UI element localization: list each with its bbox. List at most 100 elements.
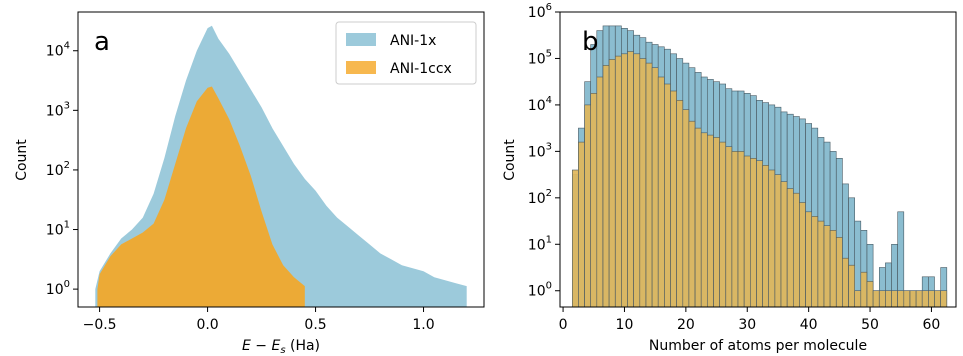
x-tick-label: 60	[923, 317, 941, 333]
histogram-bar-ani-1ccx	[713, 137, 720, 308]
panel-b-bars-layer	[571, 25, 948, 308]
x-tick-label: 1.0	[412, 317, 434, 333]
panel-a-x-axis-label-sub: s	[280, 345, 285, 356]
x-tick-label: 0.5	[304, 317, 326, 333]
histogram-bar-ani-1ccx	[829, 230, 837, 308]
panel-a-energy-histogram: −0.5 0.0 0.5 1.0 100 101 102 103 104 a Count E …	[14, 11, 485, 356]
histogram-bar-ani-1ccx	[670, 90, 677, 308]
panel-b-x-axis-label: Number of atoms per molecule	[649, 338, 867, 354]
panel-a-legend: ANI-1x ANI-1ccx	[335, 21, 477, 85]
histogram-bar-ani-1ccx	[805, 211, 812, 308]
x-tick-label: 10	[616, 317, 634, 333]
histogram-bar-ani-1ccx	[848, 264, 855, 308]
y-tick-label: 100	[46, 279, 70, 298]
panel-b-y-axis-label: Count	[502, 139, 518, 181]
y-tick-label: 101	[46, 220, 70, 239]
panel-a-frame	[77, 11, 485, 308]
histogram-bar-ani-1ccx	[762, 165, 769, 308]
histogram-bar-ani-1ccx	[731, 151, 739, 308]
y-tick-label: 106	[528, 2, 552, 21]
panel-b-frame	[559, 11, 957, 308]
histogram-bar-ani-1ccx	[578, 141, 585, 308]
histogram-bar-ani-1ccx	[694, 127, 702, 308]
histogram-bar-ani-1ccx	[786, 188, 794, 308]
histogram-bar-ani-1ccx	[854, 290, 862, 308]
panel-a-y-ticks: 100 101 102 103 104	[46, 41, 78, 298]
histogram-bar-ani-1ccx	[725, 146, 733, 308]
histogram-bar-ani-1ccx	[835, 237, 843, 308]
y-tick-label: 103	[46, 100, 70, 119]
histogram-bar-ani-1ccx	[737, 151, 745, 308]
histogram-bar-ani-1ccx	[940, 290, 948, 308]
panel-a-y-axis-label: Count	[14, 139, 30, 181]
x-tick-label: −0.5	[83, 317, 117, 333]
histogram-bar-ani-1ccx	[676, 100, 684, 308]
panel-a-series-layer	[95, 25, 467, 307]
y-tick-label: 102	[46, 160, 70, 179]
histogram-bar-ani-1ccx	[584, 104, 591, 308]
panel-a-x-ticks: −0.5 0.0 0.5 1.0	[83, 307, 435, 333]
histogram-bar-ani-1ccx	[878, 290, 886, 308]
panel-a-x-axis-label-main: E − E	[242, 338, 280, 354]
x-tick-label: 30	[738, 317, 756, 333]
histogram-bar-ani-1ccx	[596, 76, 604, 308]
y-tick-label: 101	[528, 234, 552, 253]
panel-a-x-axis-label: E − Es (Ha)	[242, 338, 320, 356]
histogram-bar-ani-1ccx	[743, 155, 751, 308]
legend-label-ani-1ccx: ANI-1ccx	[390, 61, 452, 77]
histogram-bar-ani-1ccx	[621, 53, 628, 308]
legend-swatch-ani-1x	[346, 33, 376, 46]
legend-label-ani-1x: ANI-1x	[390, 33, 436, 49]
histogram-bar-ani-1ccx	[885, 290, 892, 308]
x-tick-label: 0	[559, 317, 568, 333]
histogram-bar-ani-1ccx	[664, 83, 671, 308]
histogram-bar-ani-1ccx	[682, 109, 690, 308]
histogram-bar-ani-1ccx	[891, 290, 898, 308]
panel-b-x-ticks: 0 10 20 30 40 50 60	[559, 307, 941, 333]
histogram-bar-ani-1ccx	[866, 281, 874, 308]
panel-a-letter: a	[94, 27, 110, 57]
histogram-bar-ani-1ccx	[780, 181, 788, 308]
histogram-bar-ani-1ccx	[590, 93, 598, 308]
y-tick-label: 100	[528, 281, 552, 300]
histogram-bar-ani-1ccx	[627, 51, 634, 308]
histogram-bar-ani-1ccx	[774, 174, 782, 308]
histogram-bar-ani-1ccx	[688, 120, 696, 308]
histogram-bar-ani-1ccx	[651, 67, 659, 308]
x-tick-label: 0.0	[196, 317, 218, 333]
histogram-bar-ani-1ccx	[897, 290, 905, 308]
histogram-bar-ani-1ccx	[657, 76, 665, 308]
histogram-bar-ani-1ccx	[811, 216, 819, 308]
panel-a-x-axis-label-unit: (Ha)	[286, 338, 320, 354]
histogram-bar-ani-1ccx	[700, 132, 708, 308]
panel-b-atom-count-histogram: 0 10 20 30 40 50 60 100 101 102 103 104 105 106 b Co…	[502, 2, 957, 354]
histogram-bar-ani-1ccx	[928, 290, 935, 308]
y-tick-label: 103	[528, 141, 552, 160]
panel-b-y-ticks: 100 101 102 103 104 105 106	[528, 2, 560, 300]
histogram-bar-ani-1ccx	[915, 290, 923, 308]
histogram-bar-ani-1ccx	[719, 141, 726, 308]
histogram-bar-ani-1ccx	[768, 169, 776, 308]
histogram-bar-ani-1ccx	[842, 257, 849, 308]
panel-b-letter: b	[582, 27, 599, 57]
histogram-bar-ani-1ccx	[860, 271, 868, 308]
histogram-bar-ani-1ccx	[706, 134, 714, 308]
histogram-bar-ani-1ccx	[823, 225, 831, 308]
histogram-bar-ani-1ccx	[934, 290, 941, 308]
y-tick-label: 104	[46, 41, 70, 60]
histogram-bar-ani-1ccx	[602, 65, 610, 308]
histogram-bar-ani-1ccx	[921, 290, 929, 308]
histogram-bar-ani-1ccx	[909, 290, 917, 308]
histogram-bar-ani-1ccx	[872, 290, 880, 308]
y-tick-label: 105	[528, 48, 552, 67]
y-tick-label: 102	[528, 188, 552, 207]
series-area-ani-1ccx	[97, 86, 305, 307]
histogram-bar-ani-1ccx	[756, 160, 763, 308]
histogram-bar-ani-1ccx	[903, 290, 911, 308]
histogram-bar-ani-1ccx	[799, 202, 806, 308]
x-tick-label: 50	[861, 317, 879, 333]
x-tick-label: 20	[677, 317, 695, 333]
y-tick-label: 104	[528, 95, 552, 114]
histogram-bar-ani-1ccx	[749, 158, 757, 308]
